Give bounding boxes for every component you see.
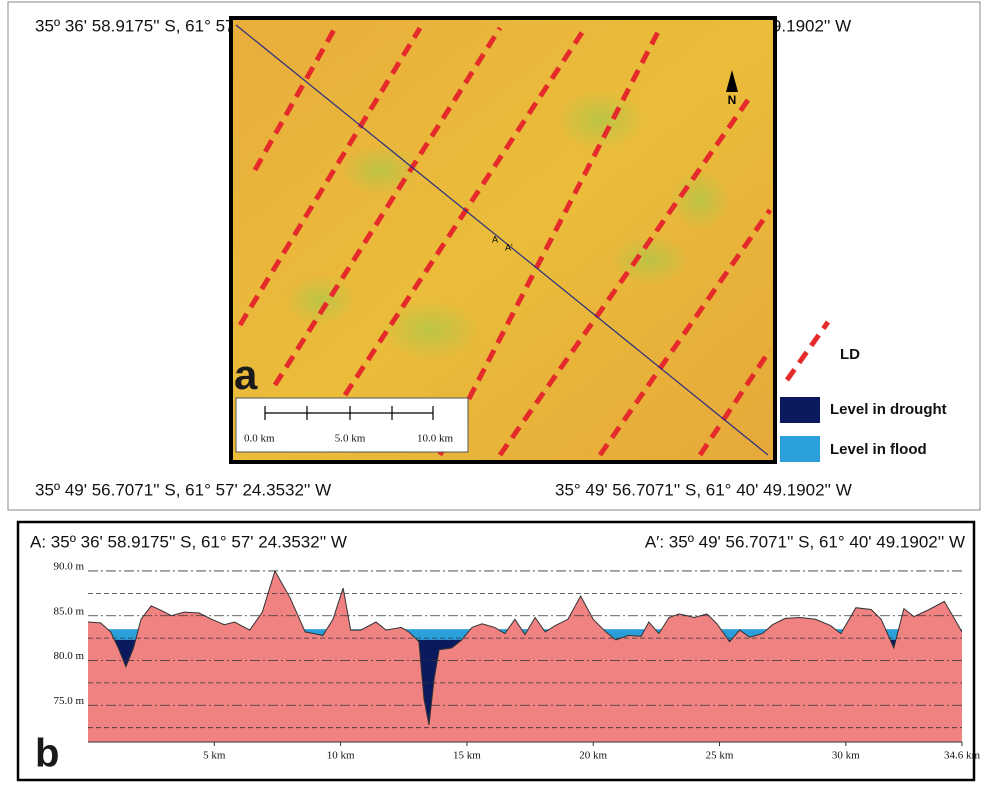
y-tick-label: 90.0 m <box>53 560 84 572</box>
corner-coordinate: 35° 49' 56.7071'' S, 61° 40' 49.1902'' W <box>555 480 852 499</box>
x-tick-label: 34.6 km <box>944 750 981 762</box>
legend-label: Level in flood <box>830 441 927 458</box>
map: A A' N a 0.0 km 5.0 km 10.0 km <box>231 18 775 462</box>
scale-label: 5.0 km <box>335 433 366 445</box>
x-tick-label: 10 km <box>327 750 355 762</box>
y-tick-label: 75.0 m <box>53 695 84 707</box>
legend-label: LD <box>840 346 860 363</box>
profile-start-label: A: 35º 36' 58.9175'' S, 61° 57' 24.3532'… <box>30 532 347 551</box>
y-tick-label: 85.0 m <box>53 605 84 617</box>
panel-label: a <box>234 351 258 398</box>
corner-coordinate: 35º 49' 56.7071'' S, 61° 57' 24.3532'' W <box>35 480 331 499</box>
north-label: N <box>728 93 737 107</box>
x-tick-label: 30 km <box>832 750 860 762</box>
panel-label: b <box>35 732 59 776</box>
x-tick-label: 15 km <box>453 750 481 762</box>
y-tick-label: 80.0 m <box>53 650 84 662</box>
section-label: A' <box>505 242 513 252</box>
x-tick-label: 20 km <box>579 750 607 762</box>
figure: 35º 36' 58.9175'' S, 61° 57' 24.3532'' W… <box>0 0 985 787</box>
plot-area <box>88 571 962 742</box>
section-label: A <box>492 234 498 244</box>
scale-label: 10.0 km <box>417 433 454 445</box>
terrain-area <box>88 571 962 742</box>
x-tick-label: 25 km <box>706 750 734 762</box>
profile-end-label: A′: 35º 49' 56.7071'' S, 61° 40' 49.1902… <box>645 532 965 551</box>
x-tick-label: 5 km <box>203 750 226 762</box>
legend-swatch <box>780 397 820 423</box>
legend-swatch <box>780 436 820 462</box>
legend-label: Level in drought <box>830 401 947 418</box>
legend-swatch <box>787 322 828 380</box>
scale-label: 0.0 km <box>244 433 275 445</box>
